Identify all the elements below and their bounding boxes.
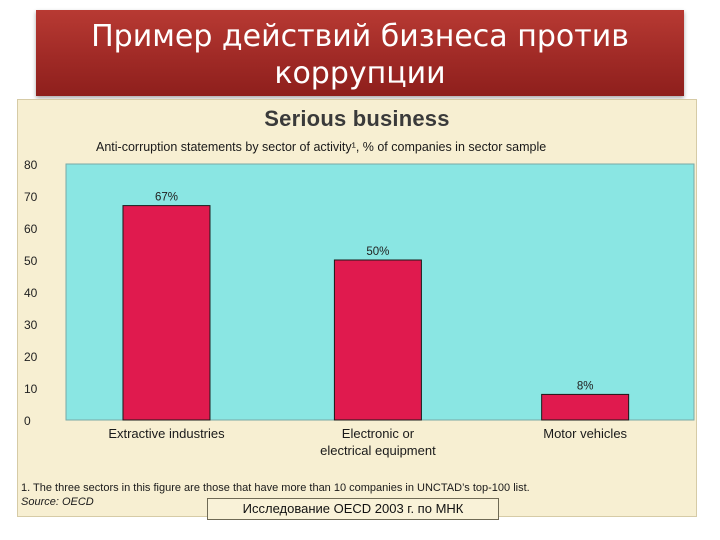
- category-label: Extractive industries: [108, 426, 225, 441]
- bar: [333, 259, 422, 421]
- y-tick-label: 10: [24, 382, 38, 396]
- data-label: 50%: [366, 246, 389, 258]
- data-label: 67%: [155, 192, 178, 204]
- study-caption: Исследование OECD 2003 г. по МНК: [207, 498, 499, 520]
- bar: [122, 205, 211, 421]
- chart-subtitle: Anti-corruption statements by sector of …: [96, 140, 547, 154]
- y-tick-label: 60: [24, 222, 38, 236]
- chart-footnote: 1. The three sectors in this figure are …: [21, 482, 530, 494]
- y-tick-label: 30: [24, 318, 38, 332]
- y-tick-label: 20: [24, 350, 38, 364]
- category-label: Motor vehicles: [543, 426, 627, 441]
- chart-title: Serious business: [264, 106, 450, 131]
- y-tick-label: 0: [24, 414, 31, 428]
- y-tick-label: 50: [24, 254, 38, 268]
- chart-figure: Serious business Anti-corruption stateme…: [17, 99, 697, 517]
- data-label: 8%: [577, 380, 594, 392]
- y-tick-label: 80: [24, 158, 38, 172]
- category-label: Electronic or electrical equipment: [320, 426, 436, 458]
- bar: [541, 393, 630, 421]
- bar-chart: 0 10 20 30 40 50 60 70 80 67% Extractive industrie…: [24, 158, 695, 458]
- slide-title: Пример действий бизнеса против коррупции: [36, 10, 684, 96]
- y-tick-label: 70: [24, 190, 38, 204]
- chart-source: Source: OECD: [21, 496, 94, 508]
- y-tick-label: 40: [24, 286, 38, 300]
